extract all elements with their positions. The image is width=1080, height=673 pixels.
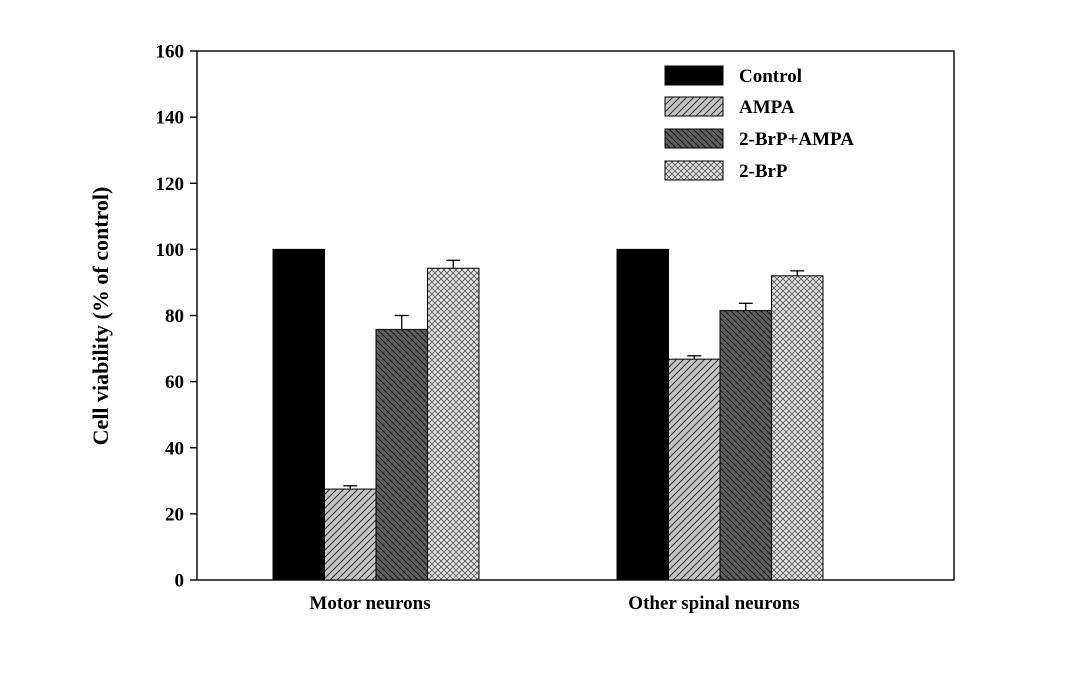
legend-swatch	[664, 160, 724, 181]
x-category-label: Motor neurons	[309, 593, 430, 614]
bar-ampa-1	[668, 358, 721, 581]
bar-2-brp-ampa-1	[719, 310, 772, 581]
bar-2-brp-ampa-0	[375, 328, 428, 581]
legend-label: 2-BrP+AMPA	[739, 129, 854, 150]
bar-2-brp-0	[427, 267, 480, 581]
legend-label: Control	[739, 66, 802, 87]
y-tick-label: 100	[156, 240, 185, 261]
legend-swatch	[664, 65, 724, 86]
legend-swatch	[664, 128, 724, 149]
bar-control-1	[616, 248, 669, 581]
legend-label: 2-BrP	[739, 161, 788, 182]
bars-layer	[272, 248, 824, 581]
y-tick-label: 60	[165, 372, 184, 393]
bar-ampa-0	[324, 488, 377, 581]
error-bars-layer	[343, 259, 805, 490]
y-tick-label: 80	[165, 306, 184, 327]
legend-swatch	[664, 96, 724, 117]
y-tick-label: 140	[156, 108, 185, 129]
x-category-label: Other spinal neurons	[628, 593, 799, 614]
bar-2-brp-1	[771, 275, 824, 581]
x-axis-category-labels: Motor neurons Other spinal neurons	[309, 593, 799, 614]
y-tick-label: 20	[165, 504, 184, 525]
legend-label: AMPA	[739, 97, 795, 118]
bar-control-0	[272, 248, 325, 581]
y-tick-label: 160	[156, 42, 185, 63]
y-tick-label: 40	[165, 438, 184, 459]
y-tick-label: 0	[175, 571, 185, 592]
y-tick-label: 120	[156, 174, 185, 195]
y-axis-title: Cell viability (% of control)	[88, 187, 113, 446]
legend: Control AMPA 2-BrP+AMPA 2-BrP	[664, 65, 854, 182]
y-axis-ticks: 0 20 40 60 80 100 120 140 160	[156, 42, 197, 592]
